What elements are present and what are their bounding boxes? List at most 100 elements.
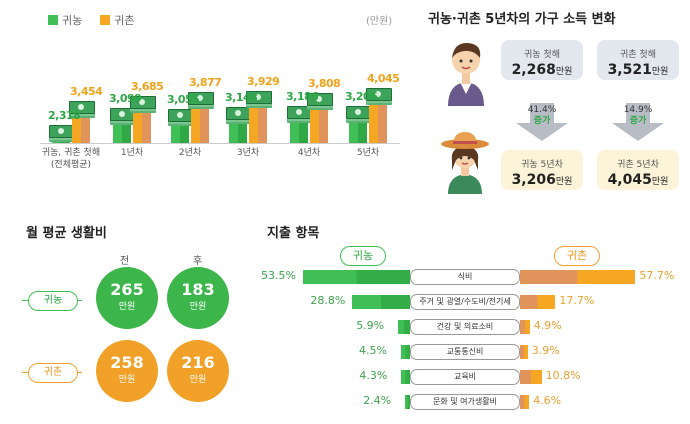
money-bill-icon: [346, 106, 372, 119]
expense-bar-farm: [352, 295, 410, 309]
expense-category-label: 식비: [410, 269, 520, 285]
expense-pct-rural: 3.9%: [531, 344, 560, 357]
money-bill-icon: [188, 91, 214, 105]
rural-increase-pct: 14.9%: [623, 105, 653, 115]
expense-bar-rural: [520, 345, 528, 359]
expense-bar-rural: [520, 320, 530, 334]
value-label-farm: 3,099: [109, 92, 142, 106]
farm-fifth-year-label: 귀농 5년차: [521, 160, 563, 170]
farm-after-value: 183: [181, 280, 215, 299]
expense-category-label: 문화 및 여가생활비: [410, 394, 520, 410]
income-title: 귀농·귀촌 5년차의 가구 소득 변화: [428, 12, 616, 27]
expense-bar-rural: [520, 370, 542, 384]
farmer-man-icon: [444, 34, 488, 106]
bar-rural: [369, 92, 387, 143]
expense-pct-farm: 2.4%: [363, 394, 392, 407]
farm-first-year-value: 2,268: [511, 62, 556, 78]
living-farm-pill: 귀농: [28, 291, 78, 311]
legend-label-rural: 귀촌: [114, 14, 135, 27]
expense-pct-rural: 10.8%: [545, 369, 581, 382]
farm-fifth-year-value: 3,206: [511, 172, 556, 188]
farm-fifth-year-box: 귀농 5년차 3,206만원: [501, 150, 583, 190]
value-label-farm: 2,318: [48, 108, 81, 122]
rural-after-value: 216: [181, 353, 215, 372]
farm-after-unit: 만원: [189, 302, 207, 312]
legend-item-farm: 귀농: [48, 12, 82, 28]
expense-bar-farm: [401, 345, 410, 359]
living-rural-pill: 귀촌: [28, 363, 78, 383]
value-label-rural: 3,454: [70, 84, 103, 98]
bar-rural: [133, 99, 151, 143]
farm-increase-arrow: 41.4% 증가: [516, 103, 568, 143]
expense-category-label: 교통통신비: [410, 344, 520, 360]
legend-swatch-green: [48, 15, 58, 25]
x-tick-label: 5년차: [356, 148, 380, 158]
expense-category-label: 건강 및 의료소비: [410, 319, 520, 335]
expense-category-label: 주거 및 광열/수도비/전기세: [410, 294, 520, 310]
expense-pct-rural: 4.9%: [533, 319, 562, 332]
farm-first-year-box: 귀농 첫해 2,268만원: [501, 40, 583, 80]
money-bill-icon: [226, 107, 252, 121]
rural-before-unit: 만원: [118, 375, 136, 385]
expense-bar-farm: [405, 395, 410, 409]
rural-first-year-unit: 만원: [651, 67, 669, 77]
rural-after-circle: 216 만원: [167, 340, 229, 402]
expense-bar-rural: [520, 270, 636, 284]
rural-fifth-year-label: 귀촌 5년차: [617, 160, 659, 170]
money-bill-icon: [307, 93, 333, 107]
rural-fifth-year-unit: 만원: [651, 177, 669, 187]
bar-rural: [191, 95, 209, 143]
value-label-farm: 3,186: [286, 90, 319, 104]
farm-increase-pct: 41.4%: [527, 105, 557, 115]
rural-before-value: 258: [110, 353, 144, 372]
legend-swatch-orange: [100, 15, 111, 25]
rural-fifth-year-box: 귀촌 5년차 4,045만원: [597, 150, 679, 190]
rural-first-year-box: 귀촌 첫해 3,521만원: [597, 40, 679, 80]
value-label-rural: 3,685: [131, 79, 164, 93]
chart-unit: (만원): [366, 16, 393, 27]
x-tick-label: 3년차: [236, 148, 260, 158]
farm-after-circle: 183 만원: [167, 267, 229, 329]
rural-first-year-label: 귀촌 첫해: [620, 50, 656, 60]
living-title: 월 평균 생활비: [26, 226, 107, 241]
farm-before-circle: 265 만원: [96, 267, 158, 329]
value-label-farm: 3,206: [345, 90, 378, 103]
x-tick-label: 1년차: [120, 148, 144, 158]
expense-bar-farm: [398, 320, 410, 334]
expense-pct-farm: 4.5%: [359, 344, 387, 357]
farm-before-unit: 만원: [118, 302, 136, 312]
farm-first-year-unit: 만원: [555, 67, 573, 77]
bar-rural: [310, 97, 328, 143]
farm-before-value: 265: [110, 280, 144, 299]
bar-rural: [249, 94, 267, 143]
x-tick-label: 귀농, 귀촌 첫해 (전체평균): [41, 148, 101, 170]
expense-pct-farm: 4.3%: [359, 369, 388, 382]
living-after-header: 후: [193, 256, 203, 267]
legend-label-farm: 귀농: [62, 14, 83, 27]
farmer-woman-icon: [440, 130, 490, 194]
bar-rural: [72, 104, 90, 143]
money-bill-icon: [130, 95, 156, 109]
money-bill-icon: [366, 88, 392, 102]
money-bill-icon: [49, 124, 75, 138]
expense-bar-farm: [401, 370, 410, 384]
rural-first-year-value: 3,521: [607, 62, 652, 78]
rural-before-circle: 258 만원: [96, 340, 158, 402]
expense-rural-pill: 귀촌: [554, 246, 600, 266]
value-label-rural: 3,929: [247, 74, 280, 88]
rural-increase-arrow: 14.9% 증가: [612, 103, 664, 143]
expense-category-label: 교육비: [410, 369, 520, 385]
expense-farm-pill: 귀농: [340, 246, 386, 266]
expense-title: 지출 항목: [267, 226, 320, 241]
expense-pct-rural: 17.7%: [559, 294, 595, 307]
expense-bar-rural: [520, 395, 530, 409]
rural-increase-word: 증가: [629, 116, 647, 126]
value-label-rural: 3,808: [308, 77, 341, 91]
chart-legend: 귀농 귀촌: [48, 12, 135, 28]
money-bill-icon: [246, 90, 272, 104]
money-bill-icon: [69, 100, 95, 114]
living-before-header: 전: [120, 256, 130, 267]
value-label-rural: 4,045: [367, 72, 400, 86]
legend-item-rural: 귀촌: [100, 12, 135, 28]
